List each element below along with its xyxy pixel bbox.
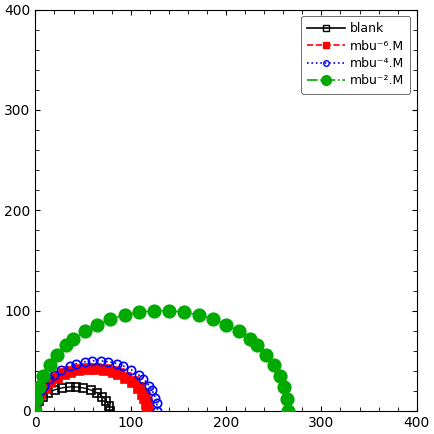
Legend: blank, mbu⁻⁶.M, mbu⁻⁴.M, mbu⁻².M: blank, mbu⁻⁶.M, mbu⁻⁴.M, mbu⁻².M [301,16,411,94]
